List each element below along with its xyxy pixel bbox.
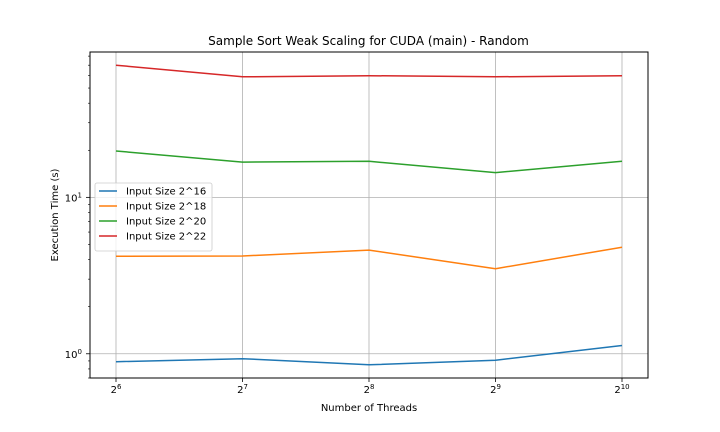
legend-box bbox=[94, 182, 213, 252]
legend: Input Size 2^16 Input Size 2^18 Input Size… bbox=[94, 182, 213, 252]
x-tick-label-exponent: 9 bbox=[496, 383, 500, 391]
x-tick-label-base: 2 bbox=[111, 385, 117, 396]
legend-label: Input Size 2^22 bbox=[126, 232, 206, 243]
y-axis-title: Execution Time (s) bbox=[50, 168, 61, 261]
x-tick-label-exponent: 8 bbox=[370, 383, 374, 391]
x-tick-label: 210 bbox=[614, 383, 629, 396]
legend-label: Input Size 2^16 bbox=[126, 187, 206, 198]
x-tick-label-exponent: 10 bbox=[621, 383, 630, 391]
series-lines bbox=[115, 64, 623, 366]
y-tick-label-base: 10 bbox=[65, 193, 78, 204]
y-tick-label-exponent: 0 bbox=[78, 348, 82, 356]
y-tick-label-exponent: 1 bbox=[78, 191, 82, 199]
y-tick-label: 101 bbox=[65, 191, 82, 204]
series-line-4 bbox=[115, 64, 623, 78]
y-tick-label-base: 10 bbox=[65, 350, 78, 361]
x-tick-label-base: 2 bbox=[490, 385, 496, 396]
x-tick-label: 27 bbox=[237, 383, 248, 396]
y-tick-label: 100 bbox=[65, 348, 82, 361]
x-tick-label: 26 bbox=[111, 383, 122, 396]
legend-label: Input Size 2^20 bbox=[126, 217, 206, 228]
x-tick-label-base: 2 bbox=[237, 385, 243, 396]
x-tick-label-base: 2 bbox=[364, 385, 370, 396]
x-axis-title: Number of Threads bbox=[321, 403, 417, 414]
x-tick-label: 29 bbox=[490, 383, 501, 396]
ticks bbox=[86, 55, 623, 382]
x-tick-label: 28 bbox=[364, 383, 375, 396]
x-tick-label-exponent: 7 bbox=[243, 383, 247, 391]
x-tick-label-base: 2 bbox=[614, 385, 620, 396]
chart-title: Sample Sort Weak Scaling for CUDA (main)… bbox=[208, 34, 529, 48]
series-line-2 bbox=[115, 246, 623, 270]
series-line-3 bbox=[115, 150, 623, 174]
legend-label: Input Size 2^18 bbox=[126, 202, 206, 213]
series-line-1 bbox=[115, 344, 623, 366]
x-tick-label-exponent: 6 bbox=[117, 383, 122, 391]
